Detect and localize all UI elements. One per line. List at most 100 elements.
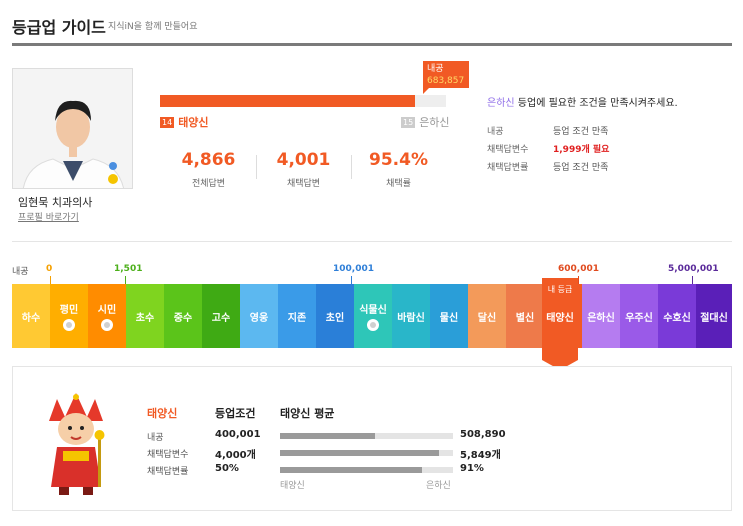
progress-bar bbox=[160, 95, 446, 107]
grade-cell[interactable]: 우주신 bbox=[620, 284, 658, 348]
requirement-key: 채택답변률 bbox=[487, 163, 529, 173]
grade-name: 고수 bbox=[211, 312, 231, 324]
grade-cell[interactable]: 중수 bbox=[164, 284, 202, 348]
grade-name: 달신 bbox=[477, 312, 497, 324]
grade-cell[interactable]: 바람신 bbox=[392, 284, 430, 348]
stat-value: 95.4% bbox=[369, 150, 428, 170]
grade-name: 중수 bbox=[173, 312, 193, 324]
grade-name: 바람신 bbox=[397, 312, 425, 324]
headline-text: 등업에 필요한 조건을 만족시켜주세요. bbox=[514, 98, 678, 109]
stat-value: 4,866 bbox=[181, 150, 236, 170]
grade-cell[interactable]: 영웅 bbox=[240, 284, 278, 348]
grade-detail-panel: 태양신 등업조건 태양신 평균 내공 채택답변수 채택답변률 400,001 4… bbox=[12, 366, 732, 511]
average-bar-fill bbox=[280, 433, 376, 439]
grade-cell[interactable]: 지존 bbox=[278, 284, 316, 348]
grade-name: 절대신 bbox=[700, 312, 728, 324]
grade-name: 시민 bbox=[97, 305, 117, 316]
average-value: 508,890 bbox=[460, 429, 506, 440]
requirement-value: 등업 조건 만족 bbox=[553, 127, 609, 137]
stat-adopted-answers: 4,001 채택답변 bbox=[256, 150, 351, 189]
stat-value: 4,001 bbox=[276, 150, 331, 170]
grade-name: 하수 bbox=[21, 312, 41, 324]
marker-label: 내 등급 bbox=[547, 285, 573, 294]
stat-total-answers: 4,866 전체답변 bbox=[161, 150, 256, 189]
grade-badge-icon bbox=[367, 319, 379, 331]
detail-row-key: 내공 bbox=[147, 433, 164, 443]
scale-label-0: 0 bbox=[46, 264, 53, 274]
scale-label-100001: 100,001 bbox=[333, 264, 374, 274]
marker-grade: 태양신 bbox=[546, 313, 574, 324]
tooltip-value: 683,857 bbox=[427, 76, 465, 86]
progress-tooltip: 내공 683,857 bbox=[423, 61, 469, 94]
scale-tick bbox=[578, 276, 579, 284]
grade-name: 우주신 bbox=[625, 312, 653, 324]
grade-cell[interactable]: 달신 bbox=[468, 284, 506, 348]
requirements-headline: 은하신 등업에 필요한 조건을 만족시켜주세요. bbox=[487, 94, 678, 109]
grade-name: 수호신 bbox=[663, 312, 691, 324]
page-subtitle: 지식iN을 함께 만들어요 bbox=[108, 22, 198, 32]
scale-prefix: 내공 bbox=[12, 267, 29, 277]
grade-cell[interactable]: 수호신 bbox=[658, 284, 696, 348]
scale-tick bbox=[351, 276, 352, 284]
requirement-value: 등업 조건 만족 bbox=[553, 163, 609, 173]
stat-label: 전체답변 bbox=[191, 179, 226, 189]
next-grade-name: 은하신 bbox=[419, 116, 450, 129]
profile-name: 임현묵 치과의사 bbox=[18, 196, 93, 209]
grade-name: 평민 bbox=[59, 305, 79, 316]
detail-condition-value: 4,000개 bbox=[215, 450, 256, 461]
average-bar-fill bbox=[280, 467, 422, 473]
grade-name: 지존 bbox=[287, 312, 307, 324]
detail-condition-value: 50% bbox=[215, 463, 239, 474]
grade-cell[interactable]: 별신 bbox=[506, 284, 544, 348]
detail-condition-header: 등업조건 bbox=[215, 407, 256, 420]
my-grade-marker: 내 등급 태양신 bbox=[542, 278, 578, 370]
grade-badge-icon bbox=[101, 319, 113, 331]
average-bar bbox=[280, 450, 453, 456]
progress-fill bbox=[160, 95, 415, 107]
average-bar bbox=[280, 433, 453, 439]
doctor-photo bbox=[13, 69, 132, 188]
grade-name: 영웅 bbox=[249, 312, 269, 324]
scale-label-1501: 1,501 bbox=[114, 264, 143, 274]
grade-cell[interactable]: 시민 bbox=[88, 284, 126, 348]
grade-cell[interactable]: 평민 bbox=[50, 284, 88, 348]
scale-label-600001: 600,001 bbox=[558, 264, 599, 274]
scale-label-5000001: 5,000,001 bbox=[668, 264, 719, 274]
requirement-value: 1,999개 필요 bbox=[553, 145, 610, 155]
grade-cell[interactable]: 고수 bbox=[202, 284, 240, 348]
requirement-key: 내공 bbox=[487, 127, 504, 137]
grade-name: 식물신 bbox=[359, 305, 387, 316]
grade-cell[interactable]: 절대신 bbox=[696, 284, 732, 348]
section-divider bbox=[12, 241, 732, 242]
page-title: 등급업 가이드 bbox=[12, 18, 106, 37]
scale-tick bbox=[50, 276, 51, 284]
profile-link[interactable]: 프로필 바로가기 bbox=[18, 213, 79, 223]
grade-cell[interactable]: 은하신 bbox=[582, 284, 620, 348]
detail-row-key: 채택답변수 bbox=[147, 450, 189, 460]
current-grade: 14 태양신 bbox=[160, 114, 209, 130]
current-grade-name: 태양신 bbox=[178, 116, 209, 129]
grade-name: 은하신 bbox=[587, 312, 615, 324]
detail-row-key: 채택답변률 bbox=[147, 467, 189, 477]
stat-adoption-rate: 95.4% 채택률 bbox=[351, 150, 446, 189]
next-grade-number: 15 bbox=[401, 116, 416, 128]
detail-grade-title: 태양신 bbox=[147, 407, 178, 420]
grade-cell[interactable]: 초인 bbox=[316, 284, 354, 348]
stat-label: 채택률 bbox=[386, 179, 411, 189]
page-header: 등급업 가이드 지식iN을 함께 만들어요 bbox=[12, 14, 732, 46]
grade-cell[interactable]: 초수 bbox=[126, 284, 164, 348]
next-grade: 15 은하신 bbox=[401, 114, 450, 130]
detail-condition-value: 400,001 bbox=[215, 429, 261, 440]
avatar[interactable] bbox=[12, 68, 133, 189]
current-grade-number: 14 bbox=[160, 116, 175, 128]
grade-cell[interactable]: 하수 bbox=[12, 284, 50, 348]
grade-cell[interactable]: 물신 bbox=[430, 284, 468, 348]
grade-cell[interactable]: 식물신 bbox=[354, 284, 392, 348]
grade-name: 별신 bbox=[515, 312, 535, 324]
grade-name: 초수 bbox=[135, 312, 155, 324]
requirement-row: 채택답변수 1,999개 필요 bbox=[487, 142, 609, 155]
average-bar-fill bbox=[280, 450, 440, 456]
sun-god-character bbox=[49, 393, 105, 495]
bar-foot-left: 태양신 bbox=[280, 481, 305, 491]
